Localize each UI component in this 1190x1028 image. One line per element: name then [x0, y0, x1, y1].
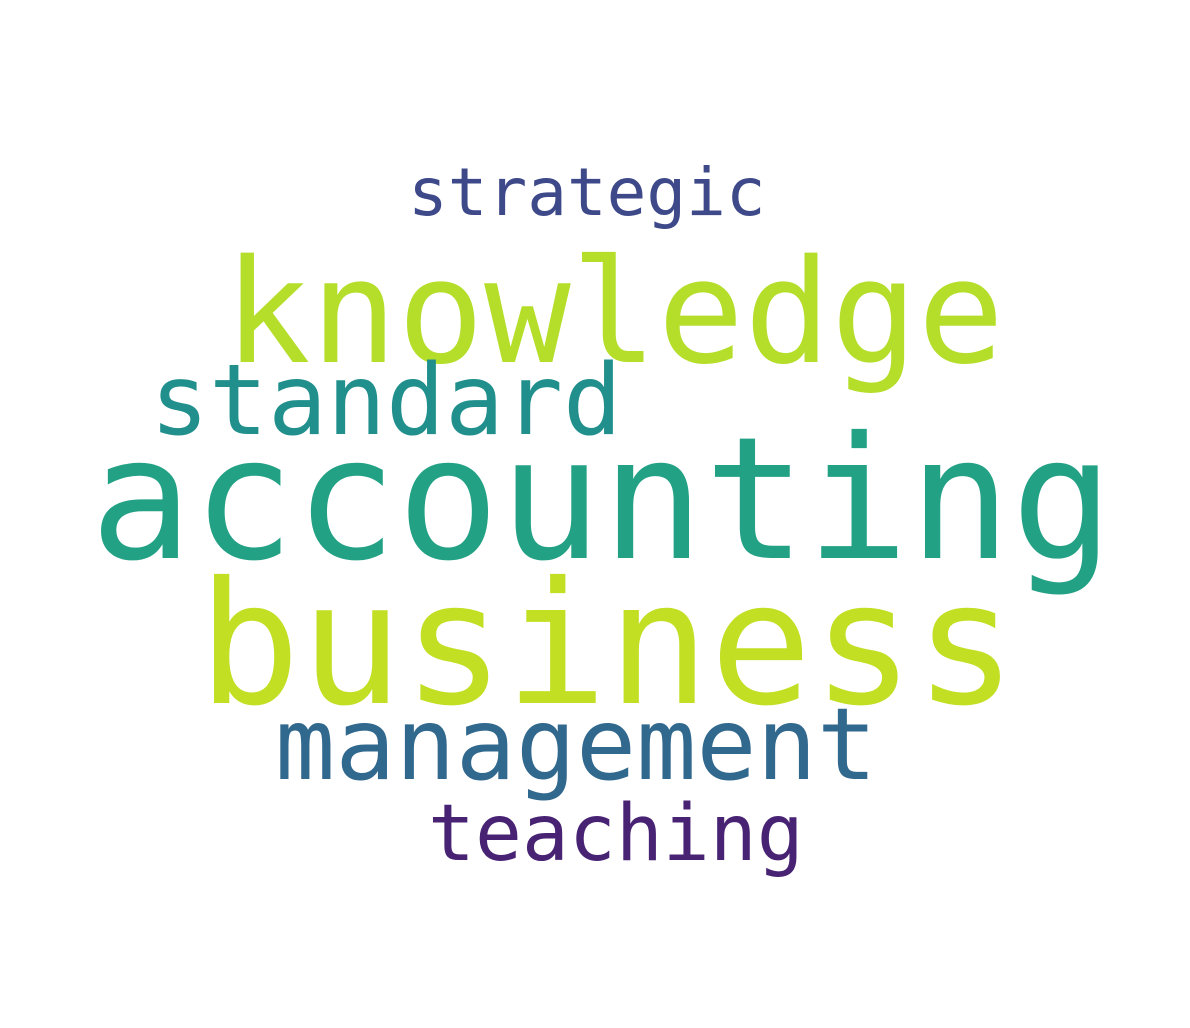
word-standard: standard — [150, 344, 623, 458]
word-strategic: strategic — [408, 154, 766, 231]
word-teaching: teaching — [428, 789, 804, 879]
word-business: business — [198, 546, 1017, 744]
word-knowledge: knowledge — [224, 228, 1005, 396]
word-accounting: accounting — [90, 401, 1114, 599]
word-management: management — [275, 686, 878, 803]
